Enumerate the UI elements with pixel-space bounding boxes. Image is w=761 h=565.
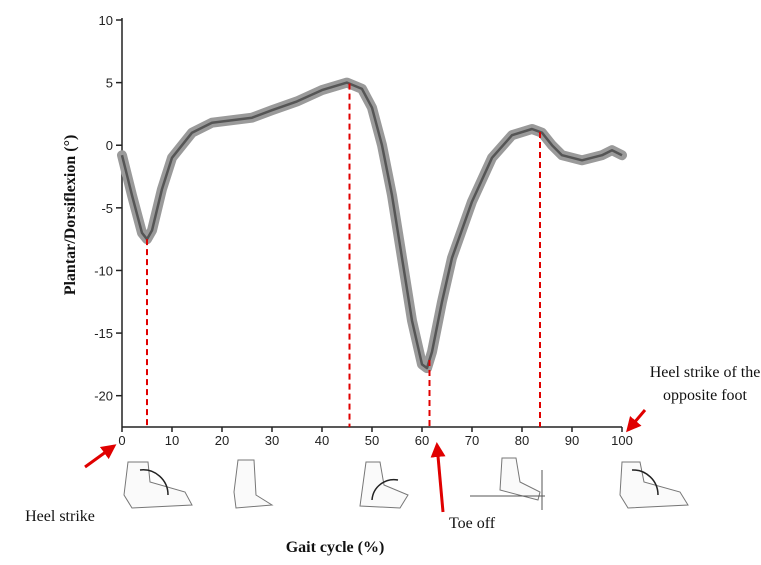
y-tick-label: -20 — [94, 389, 113, 404]
arrow — [626, 409, 647, 433]
x-axis-label: Gait cycle (%) — [286, 539, 385, 556]
x-tick-label: 100 — [611, 433, 633, 448]
x-tick-label: 50 — [365, 433, 379, 448]
arrow — [430, 442, 446, 513]
y-tick-label: 10 — [99, 13, 113, 28]
foot-sketches — [123, 457, 689, 510]
x-tick-label: 0 — [118, 433, 125, 448]
y-tick-label: 0 — [106, 138, 113, 153]
y-tick-label: 5 — [106, 76, 113, 91]
x-tick-label: 20 — [215, 433, 229, 448]
x-tick-label: 60 — [415, 433, 429, 448]
y-tick-label: -5 — [101, 201, 113, 216]
annotation: opposite foot — [663, 387, 748, 404]
y-tick-label: -15 — [94, 326, 113, 341]
line-band — [117, 77, 627, 374]
y-tick-label: -10 — [94, 263, 113, 278]
x-tick-label: 90 — [565, 433, 579, 448]
x-tick-label: 70 — [465, 433, 479, 448]
y-axis-label: Plantar/Dorsiflexion (°) — [62, 135, 79, 296]
annotation: Heel strike of the — [650, 364, 761, 381]
x-tick-label: 30 — [265, 433, 279, 448]
arrow — [84, 444, 117, 469]
line — [120, 81, 623, 370]
x-tick-label: 40 — [315, 433, 329, 448]
annotation: Toe off — [449, 515, 496, 532]
annotation: Heel strike — [25, 508, 95, 525]
x-tick-label: 80 — [515, 433, 529, 448]
x-tick-label: 10 — [165, 433, 179, 448]
